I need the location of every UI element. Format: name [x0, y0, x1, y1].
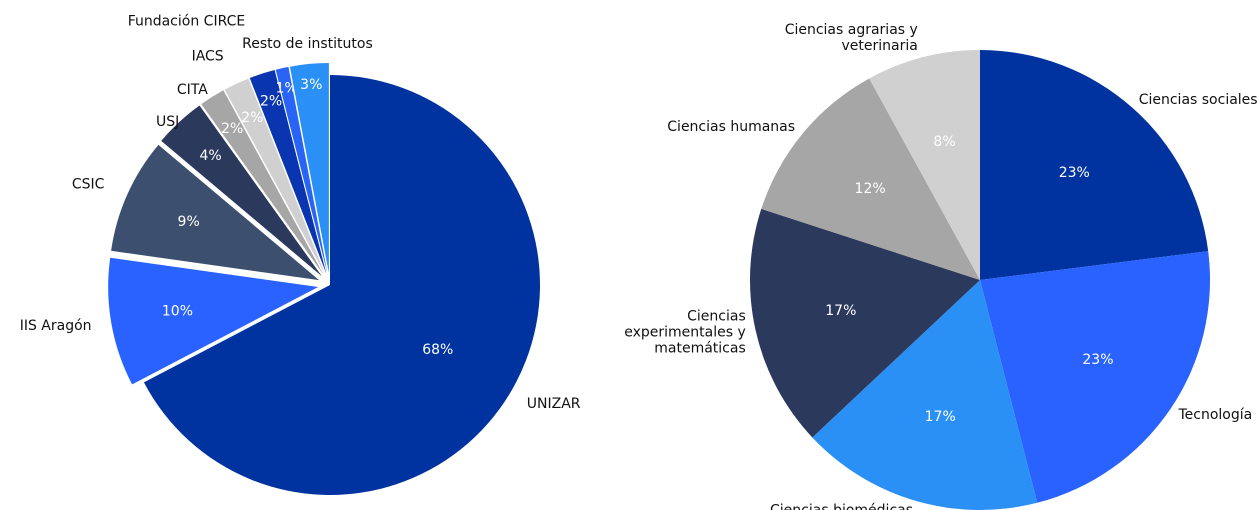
category-label: Tecnología	[1177, 407, 1252, 423]
pie-slice	[224, 78, 325, 275]
pie-slice	[289, 63, 329, 274]
category-label: ITAINNOVA	[191, 0, 267, 3]
category-label: IIS Aragón	[20, 318, 92, 334]
category-label: USJ	[156, 114, 179, 130]
pie-slice	[275, 66, 328, 274]
value-label: 12%	[855, 181, 886, 197]
pie-slice	[980, 50, 1209, 280]
category-label: IACS	[192, 49, 224, 65]
pie-slice	[161, 105, 322, 277]
category-label: Fundación CIRCE	[128, 13, 246, 29]
value-label: 1%	[275, 81, 297, 97]
pie-slice	[750, 208, 980, 438]
value-label: 2%	[260, 94, 282, 110]
pie-slice	[201, 90, 324, 275]
value-label: 2%	[221, 121, 243, 137]
pie-slice	[869, 50, 980, 280]
pie-slice	[111, 144, 320, 281]
category-label: Ciencias humanas	[667, 119, 795, 135]
pie-slice	[108, 257, 319, 385]
value-label: 68%	[422, 342, 453, 358]
category-label: Ciencias agrarias y veterinaria	[785, 22, 918, 54]
category-label: Ciencias experimentales y matemáticas	[624, 308, 746, 356]
value-label: 4%	[200, 148, 222, 164]
value-label: 17%	[825, 303, 856, 319]
category-label: CITA	[177, 82, 208, 98]
value-label: 9%	[178, 214, 200, 230]
pie-slice	[812, 280, 1038, 510]
pie-slice	[143, 75, 540, 496]
value-label: 17%	[925, 409, 956, 425]
value-label: 23%	[1059, 165, 1090, 181]
category-label: Ciencias sociales	[1139, 92, 1258, 108]
category-label: UNIZAR	[527, 396, 581, 412]
category-label: CSIC	[72, 176, 105, 192]
value-label: 3%	[300, 77, 322, 93]
value-label: 23%	[1082, 352, 1113, 368]
pie-slice	[249, 70, 327, 274]
category-label: Ciencias biomédicas	[770, 502, 913, 510]
category-label: Resto de institutos	[242, 36, 373, 52]
pie-slice	[761, 78, 980, 280]
pie-slice	[980, 251, 1210, 503]
value-label: 2%	[241, 110, 263, 126]
value-label: 10%	[162, 303, 193, 319]
value-label: 8%	[933, 134, 955, 150]
